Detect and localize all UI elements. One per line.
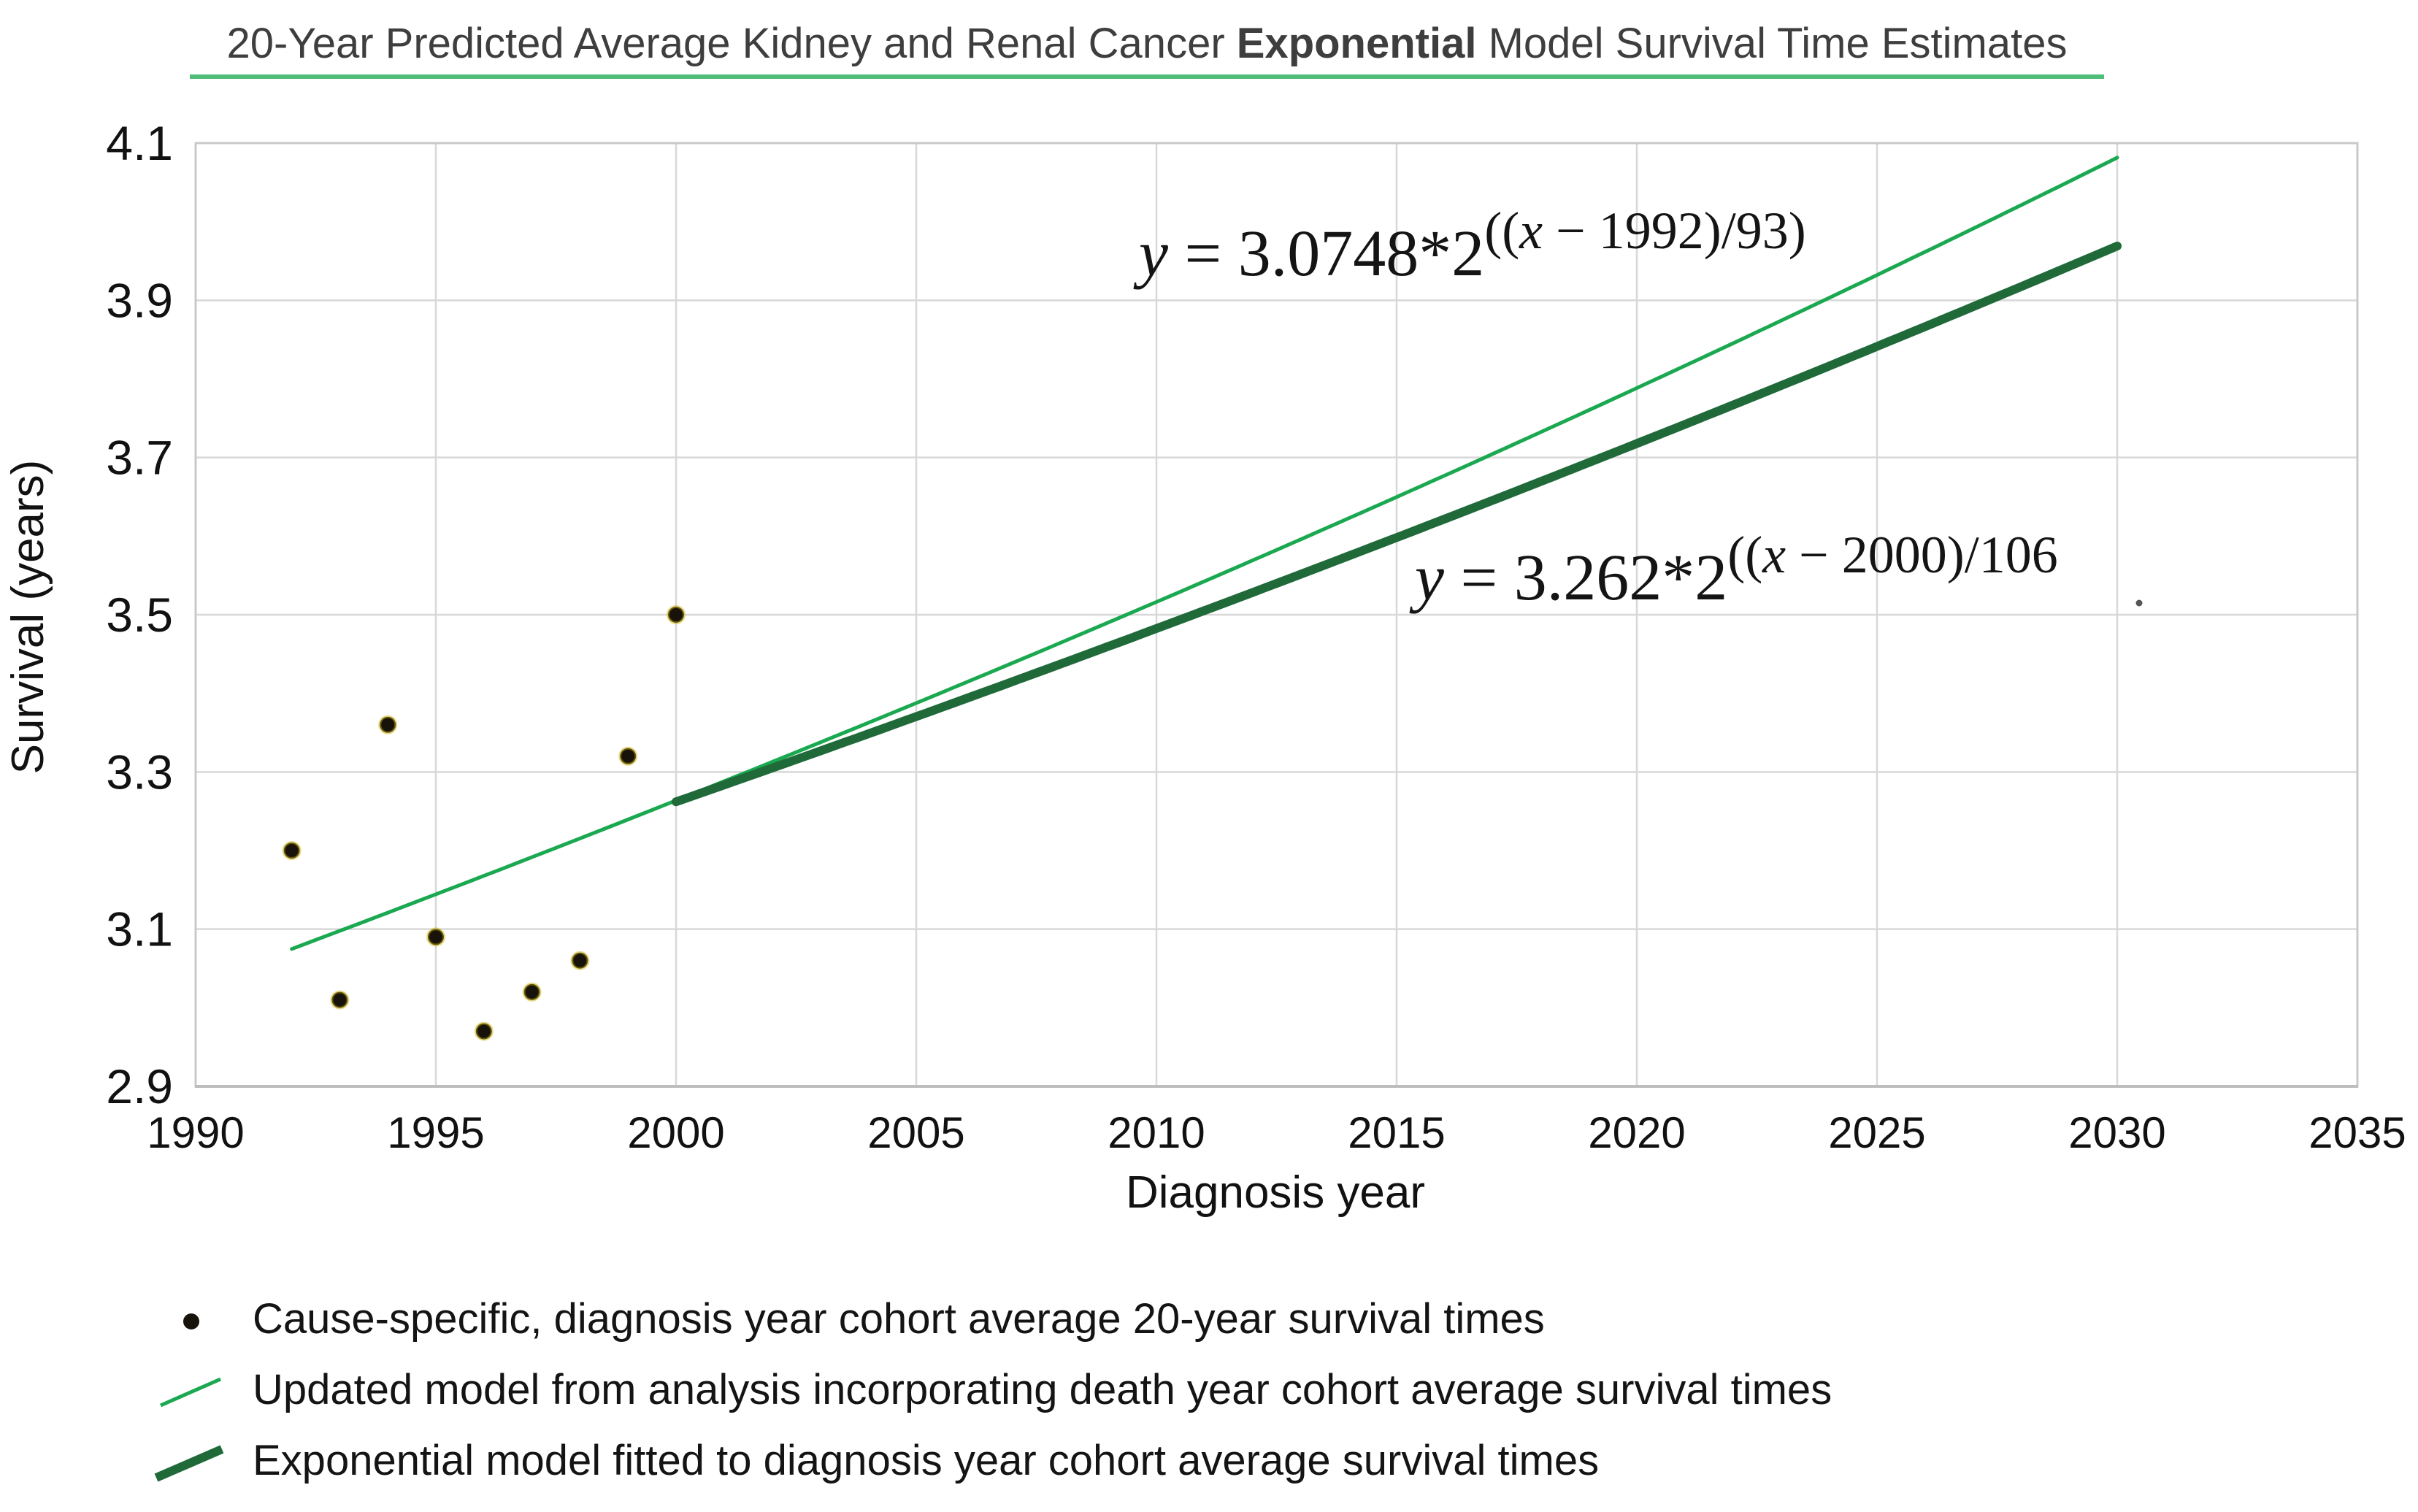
y-tick-label-4.1: 4.1 — [106, 116, 173, 170]
equation-diagnosis-model: y = 3.262*2((x − 2000)/106 — [1415, 526, 2058, 615]
x-tick-label-1990: 1990 — [147, 1108, 244, 1157]
y-tick-label-3.7: 3.7 — [106, 431, 173, 485]
equation-updated-model: y = 3.0748*2((x − 1992)/93) — [1139, 202, 1806, 291]
chart-title-suffix: Model Survival Time Estimates — [1476, 20, 2068, 67]
y-tick-label-3.5: 3.5 — [106, 588, 173, 642]
legend: Cause-specific, diagnosis year cohort av… — [143, 1283, 1832, 1496]
data-point-1993 — [330, 990, 350, 1010]
x-tick-label-2010: 2010 — [1108, 1108, 1205, 1157]
data-point-1998 — [570, 951, 590, 970]
legend-label: Exponential model fitted to diagnosis ye… — [253, 1437, 1600, 1484]
equation-body: = 3.0748*2 — [1167, 218, 1485, 290]
x-tick-label-2005: 2005 — [867, 1108, 964, 1157]
stray-speck — [2135, 599, 2143, 607]
data-point-2000 — [667, 605, 686, 624]
equation-exponent: ((x − 1992)/93) — [1484, 201, 1806, 260]
equation-exponent: ((x − 2000)/106 — [1727, 525, 2058, 584]
legend-label: Cause-specific, diagnosis year cohort av… — [253, 1295, 1545, 1343]
data-point-1992 — [282, 841, 302, 860]
data-point-1996 — [474, 1021, 494, 1041]
equation-body: = 3.262*2 — [1443, 542, 1728, 614]
y-tick-label-3.3: 3.3 — [106, 745, 173, 799]
equation-lhs: y — [1415, 542, 1444, 614]
chart-title: 20-Year Predicted Average Kidney and Ren… — [190, 19, 2104, 79]
data-point-1995 — [426, 927, 445, 947]
y-tick-label-2.9: 2.9 — [106, 1059, 173, 1113]
chart-title-prefix: 20-Year Predicted Average Kidney and Ren… — [226, 20, 1237, 67]
equation-lhs: y — [1139, 218, 1168, 290]
black-dot-marker-icon — [183, 1313, 199, 1329]
y-tick-label-3.1: 3.1 — [106, 902, 173, 956]
model-line-1992 — [290, 156, 2119, 951]
x-tick-label-2035: 2035 — [2308, 1108, 2406, 1157]
legend-item-exponential-model: Exponential model fitted to diagnosis ye… — [143, 1425, 1832, 1496]
x-tick-label-1995: 1995 — [387, 1108, 484, 1157]
x-tick-label-2025: 2025 — [1828, 1108, 1925, 1157]
x-tick-label-2015: 2015 — [1348, 1108, 1445, 1157]
data-point-1999 — [618, 746, 638, 766]
data-point-1997 — [522, 982, 542, 1002]
legend-item-updated-model: Updated model from analysis incorporatin… — [143, 1354, 1832, 1425]
thick-dark-green-line-marker-icon — [154, 1445, 224, 1482]
y-axis-title: Survival (years) — [3, 459, 53, 775]
model-line-2000 — [672, 242, 2122, 807]
x-axis-title: Diagnosis year — [1125, 1167, 1426, 1218]
thin-green-line-marker-icon — [159, 1377, 222, 1408]
x-tick-label-2000: 2000 — [627, 1108, 724, 1157]
legend-label: Updated model from analysis incorporatin… — [253, 1366, 1832, 1413]
legend-item-scatter: Cause-specific, diagnosis year cohort av… — [143, 1283, 1832, 1354]
x-tick-label-2030: 2030 — [2068, 1108, 2165, 1157]
y-tick-label-3.9: 3.9 — [106, 273, 173, 327]
x-tick-label-2020: 2020 — [1588, 1108, 1685, 1157]
chart-title-bold-word: Exponential — [1236, 20, 1477, 67]
data-point-1994 — [378, 715, 398, 734]
